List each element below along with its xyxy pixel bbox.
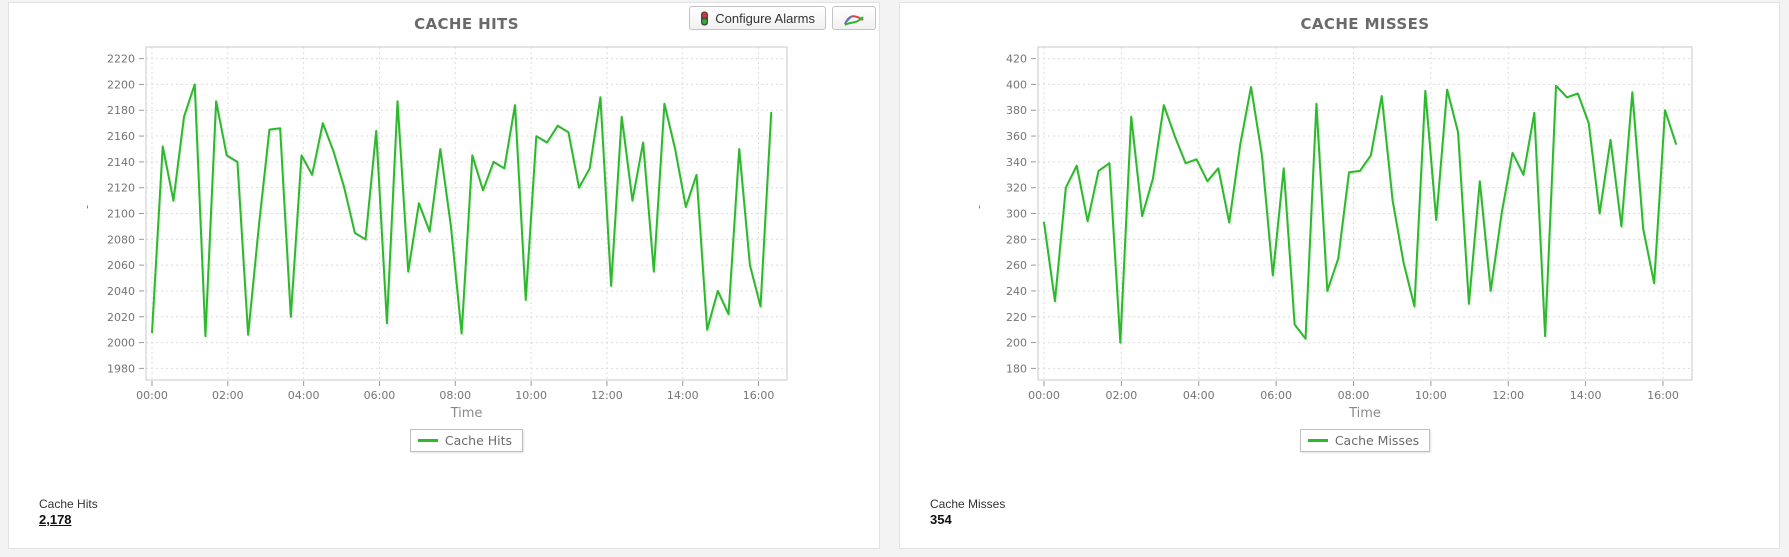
stat-value[interactable]: 354: [930, 511, 952, 527]
legend-box: Cache Hits: [409, 429, 524, 452]
svg-text:06:00: 06:00: [1260, 389, 1292, 402]
svg-text:14:00: 14:00: [1570, 389, 1602, 402]
chart-settings-button[interactable]: [832, 6, 876, 30]
svg-text:04:00: 04:00: [1183, 389, 1215, 402]
svg-text:2060: 2060: [107, 259, 135, 272]
configure-alarms-label: Configure Alarms: [715, 10, 815, 26]
svg-text:340: 340: [1006, 156, 1027, 169]
svg-text:08:00: 08:00: [439, 389, 471, 402]
stats-block: Cache Misses 354: [930, 497, 1005, 528]
legend: Cache Hits: [146, 429, 787, 452]
legend: Cache Misses: [1038, 429, 1692, 452]
svg-text:10:00: 10:00: [1415, 389, 1447, 402]
svg-text:Time: Time: [450, 406, 483, 421]
svg-text:1980: 1980: [107, 362, 135, 375]
svg-text:2020: 2020: [107, 311, 135, 324]
svg-text:360: 360: [1006, 130, 1027, 143]
chart-title: CACHE HITS: [414, 15, 519, 33]
line-chart-icon: [844, 14, 864, 26]
svg-text:2000: 2000: [107, 337, 135, 350]
svg-text:180: 180: [1006, 362, 1027, 375]
svg-text:240: 240: [1006, 285, 1027, 298]
svg-text:02:00: 02:00: [212, 389, 244, 402]
svg-text:12:00: 12:00: [591, 389, 623, 402]
svg-text:2080: 2080: [107, 233, 135, 246]
svg-text:00:00: 00:00: [136, 389, 168, 402]
stat-label: Cache Hits: [39, 496, 98, 511]
stats-block: Cache Hits 2,178: [39, 497, 98, 528]
cache-hits-chart: 1980 2000 2020 2040 2060 2080 2100 2120 2140 2160…: [86, 46, 788, 421]
svg-text:': ': [86, 204, 89, 217]
svg-text:2120: 2120: [107, 182, 135, 195]
svg-text:2180: 2180: [107, 104, 135, 117]
svg-text:380: 380: [1006, 104, 1027, 117]
svg-text:200: 200: [1006, 337, 1027, 350]
legend-label: Cache Misses: [1334, 433, 1420, 448]
configure-alarms-button[interactable]: Configure Alarms: [689, 6, 826, 30]
svg-text:400: 400: [1006, 78, 1027, 91]
svg-text:2160: 2160: [107, 130, 135, 143]
legend-label: Cache Hits: [444, 433, 513, 448]
traffic-light-icon: [701, 11, 709, 25]
stat-label: Cache Misses: [930, 496, 1006, 511]
svg-text:08:00: 08:00: [1338, 389, 1370, 402]
svg-text:02:00: 02:00: [1106, 389, 1138, 402]
svg-text:06:00: 06:00: [364, 389, 396, 402]
chart-title: CACHE MISSES: [1300, 15, 1430, 33]
svg-text:': ': [978, 204, 981, 217]
svg-text:2040: 2040: [107, 285, 135, 298]
cache-hits-panel: 1980 2000 2020 2040 2060 2080 2100 2120 2140 2160…: [8, 2, 880, 549]
svg-text:280: 280: [1006, 233, 1027, 246]
svg-text:220: 220: [1006, 311, 1027, 324]
svg-text:12:00: 12:00: [1492, 389, 1524, 402]
svg-text:2200: 2200: [107, 78, 135, 91]
svg-text:04:00: 04:00: [288, 389, 320, 402]
svg-text:00:00: 00:00: [1028, 389, 1060, 402]
svg-text:320: 320: [1006, 182, 1027, 195]
svg-text:260: 260: [1006, 259, 1027, 272]
svg-text:14:00: 14:00: [667, 389, 699, 402]
cache-misses-panel: 180 200 220 240 260 280 300 320 340 360 380 400 420 0…: [899, 2, 1780, 549]
svg-text:16:00: 16:00: [743, 389, 775, 402]
legend-line-swatch: [417, 439, 438, 442]
stat-value-link[interactable]: 2,178: [39, 511, 72, 527]
legend-line-swatch: [1307, 439, 1328, 442]
chart-toolbar: Configure Alarms: [689, 6, 876, 30]
svg-text:2140: 2140: [107, 156, 135, 169]
svg-text:2220: 2220: [107, 53, 135, 66]
svg-text:16:00: 16:00: [1647, 389, 1679, 402]
svg-text:10:00: 10:00: [515, 389, 547, 402]
svg-text:Time: Time: [1348, 406, 1381, 421]
cache-misses-chart: 180 200 220 240 260 280 300 320 340 360 380 400 420 0…: [978, 46, 1693, 421]
svg-text:300: 300: [1006, 208, 1027, 221]
svg-text:420: 420: [1006, 53, 1027, 66]
svg-text:2100: 2100: [107, 208, 135, 221]
legend-box: Cache Misses: [1299, 429, 1431, 452]
